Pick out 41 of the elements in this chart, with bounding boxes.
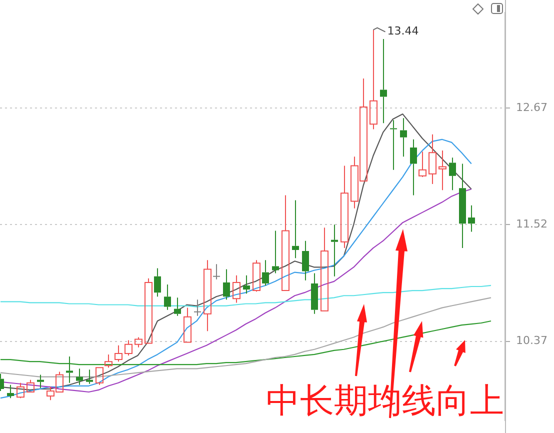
candlestick bbox=[428, 134, 436, 185]
candlestick bbox=[262, 260, 269, 286]
candlestick bbox=[232, 274, 240, 304]
y-tick-label: 12.67 bbox=[516, 100, 548, 114]
annotation: 13.44 bbox=[387, 24, 419, 38]
candlestick bbox=[331, 224, 338, 277]
candlestick bbox=[449, 157, 456, 191]
candlestick bbox=[311, 272, 318, 314]
candlestick bbox=[468, 204, 475, 232]
candlestick bbox=[418, 151, 426, 178]
candlestick bbox=[164, 284, 171, 310]
candlestick bbox=[174, 297, 181, 316]
candlestick bbox=[76, 368, 83, 386]
candlestick bbox=[104, 354, 112, 368]
candlestick bbox=[340, 165, 348, 248]
candlestick bbox=[223, 268, 230, 300]
candlestick bbox=[370, 29, 378, 130]
candlestick bbox=[154, 268, 161, 298]
candlestick bbox=[7, 384, 14, 399]
candlestick bbox=[390, 120, 397, 170]
candlestick bbox=[204, 260, 212, 332]
candlestick bbox=[243, 274, 250, 294]
candlestick bbox=[459, 163, 466, 248]
candlestick bbox=[212, 264, 220, 280]
candlestick bbox=[292, 200, 299, 259]
y-tick-label: 10.37 bbox=[516, 334, 548, 348]
candlestick bbox=[400, 118, 407, 158]
y-tick-label: 11.52 bbox=[516, 217, 548, 230]
candlestick bbox=[86, 369, 93, 384]
candlestick bbox=[272, 230, 279, 274]
candlestick bbox=[438, 150, 446, 191]
candlestick bbox=[194, 299, 202, 316]
candlestick bbox=[184, 307, 192, 343]
candlestick bbox=[320, 227, 328, 312]
candlestick bbox=[282, 194, 290, 292]
candlestick bbox=[66, 356, 73, 384]
candlestick bbox=[410, 138, 417, 196]
candlestick bbox=[302, 240, 309, 281]
candlestick bbox=[114, 344, 122, 362]
candlestick bbox=[37, 374, 44, 388]
candlestick bbox=[380, 38, 387, 124]
